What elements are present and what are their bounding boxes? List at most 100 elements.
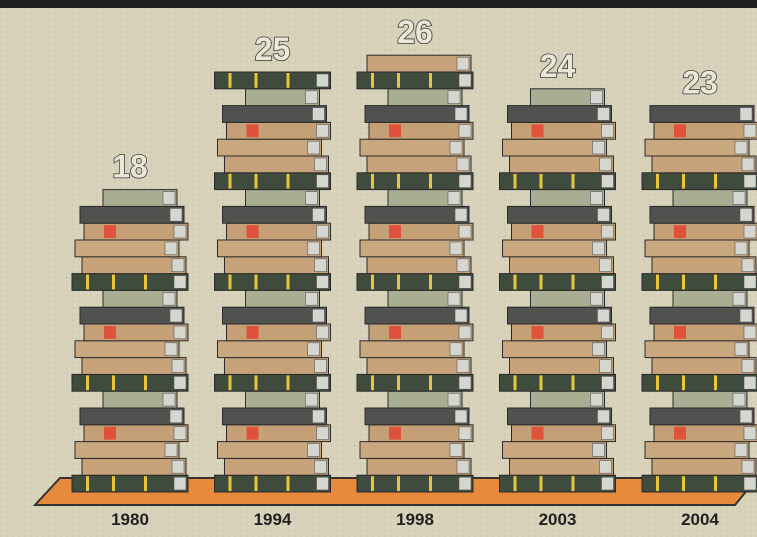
book bbox=[654, 223, 757, 240]
book-pages bbox=[313, 410, 325, 423]
book bbox=[80, 408, 184, 425]
book-stripe bbox=[287, 275, 290, 290]
book-pages bbox=[735, 343, 747, 356]
book bbox=[357, 475, 473, 492]
book-pages bbox=[733, 292, 745, 305]
book bbox=[225, 358, 329, 375]
book bbox=[75, 442, 179, 459]
book-pages bbox=[457, 259, 469, 272]
book-stripe bbox=[397, 375, 400, 390]
bookmark bbox=[674, 225, 686, 238]
book-pages bbox=[602, 276, 614, 289]
book bbox=[223, 307, 327, 324]
book bbox=[360, 240, 464, 257]
book bbox=[84, 324, 188, 341]
book-pages bbox=[313, 108, 325, 121]
book-pages bbox=[602, 175, 614, 188]
book-pages bbox=[308, 141, 320, 154]
book-pages bbox=[742, 158, 754, 171]
book-pages bbox=[455, 410, 467, 423]
book-pages bbox=[740, 309, 752, 322]
book-stripe bbox=[229, 476, 232, 491]
book bbox=[367, 156, 471, 173]
book-pages bbox=[172, 360, 184, 373]
book bbox=[223, 206, 327, 223]
book-pages bbox=[598, 309, 610, 322]
book bbox=[82, 458, 186, 475]
book bbox=[84, 223, 188, 240]
book-pages bbox=[735, 444, 747, 457]
book-pages bbox=[448, 393, 460, 406]
book bbox=[72, 374, 188, 391]
book-pages bbox=[317, 427, 329, 440]
chart: 198018199425199826200324200423 bbox=[0, 0, 757, 537]
book bbox=[227, 122, 331, 139]
value-label: 23 bbox=[682, 65, 718, 101]
book-stripe bbox=[144, 275, 147, 290]
book-stripe bbox=[144, 375, 147, 390]
book-stripe bbox=[112, 476, 115, 491]
book-pages bbox=[593, 343, 605, 356]
book-pages bbox=[591, 292, 603, 305]
book-pages bbox=[306, 192, 318, 205]
top-strip bbox=[0, 0, 757, 8]
book-pages bbox=[600, 460, 612, 473]
book bbox=[365, 307, 469, 324]
book-pages bbox=[448, 292, 460, 305]
book-pages bbox=[313, 309, 325, 322]
book-stripe bbox=[656, 375, 659, 390]
book-stripe bbox=[656, 174, 659, 189]
book bbox=[80, 206, 184, 223]
book-pages bbox=[744, 225, 756, 238]
book bbox=[654, 425, 757, 442]
book-pages bbox=[600, 158, 612, 171]
book bbox=[503, 442, 607, 459]
book-stripe bbox=[656, 476, 659, 491]
book-pages bbox=[742, 360, 754, 373]
book-pages bbox=[317, 477, 329, 490]
book bbox=[367, 358, 471, 375]
bookmark bbox=[247, 427, 259, 440]
book-stripe bbox=[287, 476, 290, 491]
book bbox=[72, 274, 188, 291]
book-stripe bbox=[514, 275, 517, 290]
book bbox=[503, 341, 607, 358]
book-pages bbox=[163, 292, 175, 305]
book-pages bbox=[172, 259, 184, 272]
book bbox=[645, 341, 749, 358]
book-stripe bbox=[255, 476, 258, 491]
book bbox=[84, 425, 188, 442]
book-pages bbox=[459, 376, 471, 389]
book-pages bbox=[450, 444, 462, 457]
book bbox=[215, 374, 331, 391]
book-pages bbox=[174, 326, 186, 339]
book-stripe bbox=[514, 174, 517, 189]
book-stripe bbox=[429, 174, 432, 189]
book bbox=[500, 173, 616, 190]
book bbox=[654, 122, 757, 139]
book-pages bbox=[163, 192, 175, 205]
book bbox=[218, 240, 322, 257]
book-pages bbox=[744, 326, 756, 339]
book-pages bbox=[459, 225, 471, 238]
book bbox=[650, 106, 754, 123]
book bbox=[650, 206, 754, 223]
book-pages bbox=[317, 74, 329, 87]
book bbox=[652, 458, 756, 475]
book-pages bbox=[740, 208, 752, 221]
book bbox=[75, 341, 179, 358]
book-stripe bbox=[682, 275, 685, 290]
book-pages bbox=[459, 175, 471, 188]
book-pages bbox=[315, 360, 327, 373]
book bbox=[75, 240, 179, 257]
book bbox=[369, 324, 473, 341]
book-pages bbox=[306, 393, 318, 406]
bookmark bbox=[104, 225, 116, 238]
book-pages bbox=[593, 444, 605, 457]
book bbox=[650, 408, 754, 425]
book-pages bbox=[598, 208, 610, 221]
book-pages bbox=[744, 175, 756, 188]
book bbox=[223, 106, 327, 123]
book bbox=[645, 240, 749, 257]
book bbox=[367, 257, 471, 274]
